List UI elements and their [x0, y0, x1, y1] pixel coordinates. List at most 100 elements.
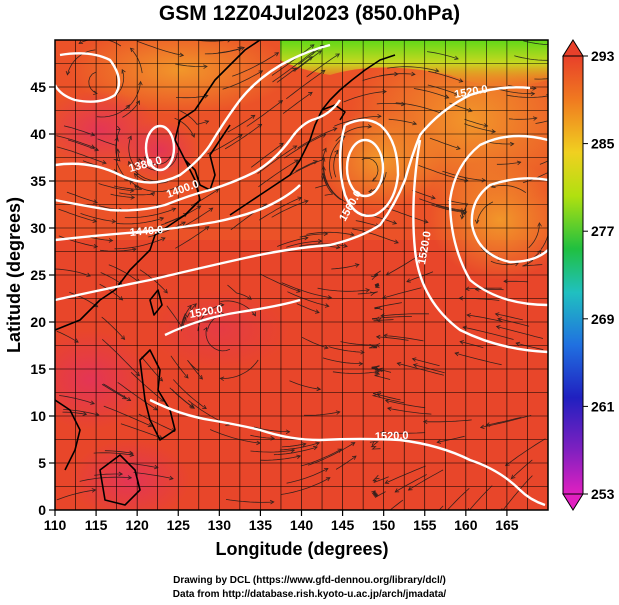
streamline [357, 291, 378, 295]
streamline [490, 260, 519, 266]
streamline-arrow [434, 68, 440, 73]
streamline-arrow [368, 188, 373, 194]
streamline [465, 287, 502, 290]
streamline-arrow [129, 47, 135, 53]
streamline [534, 78, 548, 80]
streamline-arrow [153, 464, 159, 470]
streamline [307, 442, 356, 466]
streamline-arrow [369, 441, 375, 446]
streamline-arrow [374, 283, 380, 289]
streamline-arrow [296, 288, 301, 293]
streamline-arrow [129, 188, 135, 193]
contour-label: 1520.0 [375, 430, 409, 443]
contour-h [470, 177, 548, 264]
streamline-arrow [516, 160, 522, 166]
streamline-arrow [270, 436, 276, 441]
streamline [528, 222, 540, 249]
streamline [304, 411, 340, 416]
streamline [371, 316, 412, 320]
streamline-arrow [251, 311, 256, 317]
streamline [469, 485, 493, 510]
streamline [63, 125, 95, 136]
y-tick-label: 10 [30, 408, 46, 424]
streamline [447, 199, 469, 219]
streamline [98, 183, 134, 192]
streamline [389, 499, 404, 510]
streamline [371, 366, 384, 372]
streamline-arrow [343, 243, 348, 248]
streamline [495, 313, 523, 321]
streamline [296, 303, 320, 313]
contour-d [55, 86, 531, 302]
streamline [292, 56, 313, 72]
streamline [322, 357, 363, 365]
streamline-arrow [378, 367, 383, 373]
streamline-arrow [370, 275, 376, 280]
streamline [174, 117, 195, 138]
streamline [332, 371, 377, 374]
streamline [355, 220, 380, 227]
streamline [498, 88, 535, 95]
streamline-arrow [515, 341, 521, 347]
coast-hokkaido [321, 104, 346, 121]
streamline-arrow [461, 208, 466, 213]
streamline [464, 123, 496, 133]
streamline-arrow [394, 488, 400, 493]
streamline [295, 160, 318, 172]
streamline-arrow [129, 180, 134, 185]
streamline-arrow [65, 70, 71, 76]
streamline-arrow [91, 488, 97, 493]
streamline [59, 395, 95, 405]
streamline-arrow [108, 238, 114, 243]
streamline-arrow [464, 177, 469, 183]
streamline-arrow [127, 160, 132, 166]
streamline [271, 200, 309, 218]
streamline-arrow [456, 145, 461, 150]
y-tick-label: 35 [30, 173, 46, 189]
streamline [371, 392, 405, 404]
streamline-arrow [320, 69, 326, 75]
colorbar-bottom-arrow [562, 493, 584, 511]
streamline [177, 109, 209, 125]
streamline-arrow [394, 239, 399, 244]
streamline [79, 476, 132, 482]
streamline-arrow [350, 232, 355, 237]
geopotential-contours [55, 43, 548, 507]
streamline-arrow [367, 124, 373, 129]
streamline-arrow [238, 133, 243, 139]
streamline [115, 69, 125, 96]
streamline [130, 47, 143, 74]
footer-credit-data: Data from http://database.rish.kyoto-u.a… [172, 589, 447, 600]
streamline-arrow [93, 199, 98, 204]
streamline-arrow [483, 123, 489, 128]
x-tick-label: 120 [125, 517, 149, 533]
streamline [412, 358, 440, 367]
streamline [497, 318, 530, 327]
x-axis-label: Longitude (degrees) [215, 539, 388, 559]
streamline-arrow [192, 303, 197, 308]
streamline [547, 46, 548, 48]
streamline [380, 432, 425, 434]
streamline-arrow [423, 219, 429, 224]
streamline [496, 161, 521, 165]
streamline [130, 372, 165, 402]
streamline-arrow [334, 149, 339, 155]
streamline-arrow [459, 340, 465, 345]
streamline-arrow [400, 101, 406, 107]
streamline-arrow [494, 312, 500, 317]
streamline [222, 70, 263, 90]
streamline-arrow [115, 148, 121, 153]
streamline-arrow [171, 207, 177, 212]
streamline [56, 489, 96, 501]
streamline-arrow [371, 490, 376, 495]
streamline [253, 426, 290, 433]
streamline [352, 228, 399, 244]
streamline [258, 159, 299, 188]
streamline-arrow [296, 454, 302, 459]
streamline [394, 474, 427, 493]
streamline-arrow [256, 440, 261, 446]
chart-title: GSM 12Z04Jul2023 (850.0hPa) [158, 2, 461, 25]
streamline [373, 270, 382, 278]
streamline-arrow [411, 71, 416, 77]
streamline [535, 120, 548, 124]
